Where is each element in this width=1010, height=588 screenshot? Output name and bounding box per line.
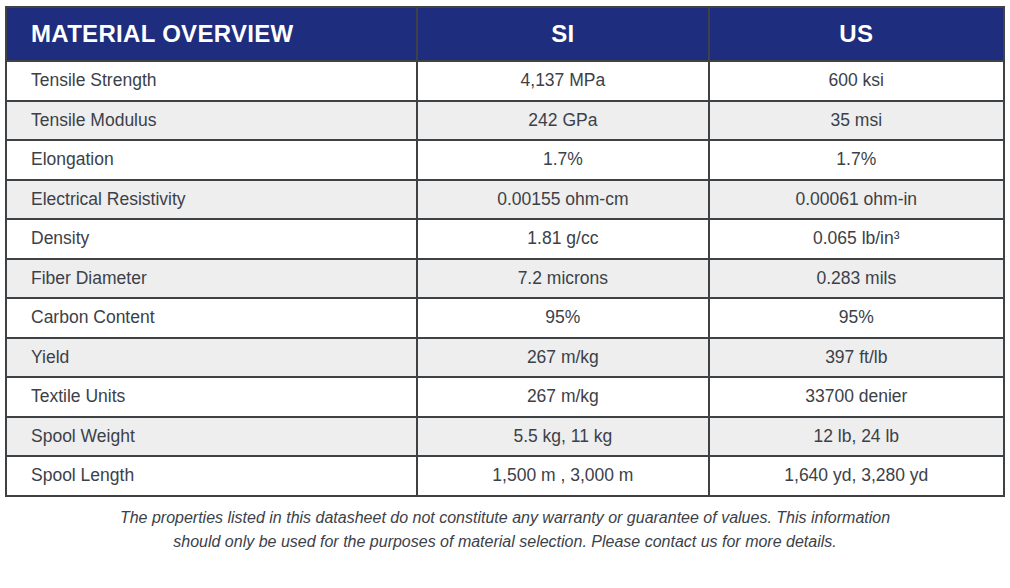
us-value-cell: 0.065 lb/in³	[709, 219, 1004, 259]
header-cell-material-overview: MATERIAL OVERVIEW	[6, 7, 417, 61]
si-value-cell: 5.5 kg, 11 kg	[417, 417, 708, 457]
si-value-cell: 0.00155 ohm-cm	[417, 180, 708, 220]
header-cell-si: SI	[417, 7, 708, 61]
property-cell: Tensile Strength	[6, 61, 417, 101]
si-value-cell: 7.2 microns	[417, 259, 708, 299]
table-body: Tensile Strength4,137 MPa600 ksiTensile …	[6, 61, 1004, 496]
property-cell: Electrical Resistivity	[6, 180, 417, 220]
us-value-cell: 397 ft/lb	[709, 338, 1004, 378]
table-row: Elongation1.7%1.7%	[6, 140, 1004, 180]
disclaimer-line-1: The properties listed in this datasheet …	[0, 506, 1010, 531]
disclaimer-line-2: should only be used for the purposes of …	[0, 530, 1010, 555]
us-value-cell: 35 msi	[709, 101, 1004, 141]
table-row: Spool Length1,500 m , 3,000 m1,640 yd, 3…	[6, 456, 1004, 496]
table-row: Tensile Modulus242 GPa35 msi	[6, 101, 1004, 141]
si-value-cell: 95%	[417, 298, 708, 338]
us-value-cell: 12 lb, 24 lb	[709, 417, 1004, 457]
table-row: Carbon Content95%95%	[6, 298, 1004, 338]
property-cell: Spool Length	[6, 456, 417, 496]
property-cell: Carbon Content	[6, 298, 417, 338]
property-cell: Density	[6, 219, 417, 259]
disclaimer-text: The properties listed in this datasheet …	[0, 506, 1010, 556]
header-row: MATERIAL OVERVIEW SI US	[6, 7, 1004, 61]
property-cell: Tensile Modulus	[6, 101, 417, 141]
header-cell-us: US	[709, 7, 1004, 61]
si-value-cell: 267 m/kg	[417, 338, 708, 378]
table-header: MATERIAL OVERVIEW SI US	[6, 7, 1004, 61]
table-row: Tensile Strength4,137 MPa600 ksi	[6, 61, 1004, 101]
si-value-cell: 4,137 MPa	[417, 61, 708, 101]
si-value-cell: 242 GPa	[417, 101, 708, 141]
si-value-cell: 1.7%	[417, 140, 708, 180]
datasheet-page: MATERIAL OVERVIEW SI US Tensile Strength…	[0, 0, 1010, 588]
table-row: Textile Units267 m/kg33700 denier	[6, 377, 1004, 417]
table-row: Fiber Diameter7.2 microns0.283 mils	[6, 259, 1004, 299]
us-value-cell: 1.7%	[709, 140, 1004, 180]
material-overview-table: MATERIAL OVERVIEW SI US Tensile Strength…	[5, 6, 1005, 497]
us-value-cell: 1,640 yd, 3,280 yd	[709, 456, 1004, 496]
table-row: Electrical Resistivity0.00155 ohm-cm0.00…	[6, 180, 1004, 220]
si-value-cell: 1.81 g/cc	[417, 219, 708, 259]
property-cell: Textile Units	[6, 377, 417, 417]
property-cell: Fiber Diameter	[6, 259, 417, 299]
us-value-cell: 33700 denier	[709, 377, 1004, 417]
table-row: Density1.81 g/cc0.065 lb/in³	[6, 219, 1004, 259]
us-value-cell: 600 ksi	[709, 61, 1004, 101]
si-value-cell: 267 m/kg	[417, 377, 708, 417]
si-value-cell: 1,500 m , 3,000 m	[417, 456, 708, 496]
table-row: Yield267 m/kg397 ft/lb	[6, 338, 1004, 378]
us-value-cell: 0.283 mils	[709, 259, 1004, 299]
property-cell: Yield	[6, 338, 417, 378]
us-value-cell: 0.00061 ohm-in	[709, 180, 1004, 220]
us-value-cell: 95%	[709, 298, 1004, 338]
property-cell: Elongation	[6, 140, 417, 180]
property-cell: Spool Weight	[6, 417, 417, 457]
table-row: Spool Weight5.5 kg, 11 kg12 lb, 24 lb	[6, 417, 1004, 457]
